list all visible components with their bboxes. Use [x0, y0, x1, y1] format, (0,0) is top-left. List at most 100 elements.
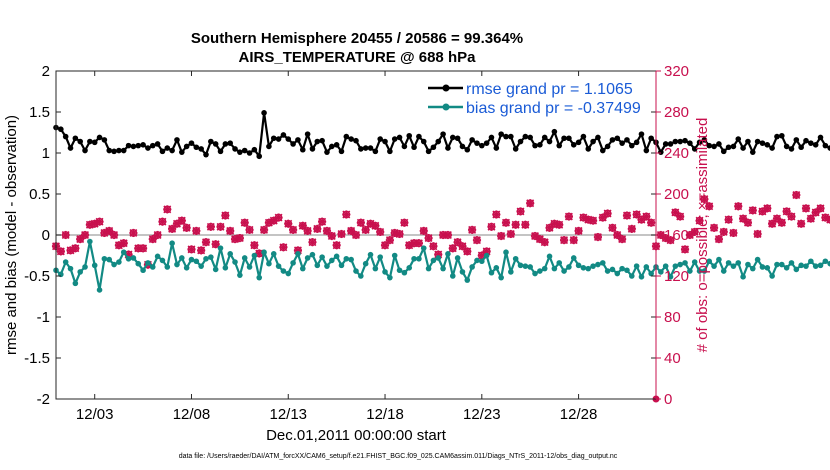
rmse-point: [595, 134, 601, 141]
bias-point: [130, 255, 137, 261]
bias-point: [449, 273, 456, 279]
bias-point: [445, 251, 451, 257]
bias-point: [546, 253, 553, 260]
bias-point: [246, 264, 253, 270]
rmse-point: [208, 138, 214, 145]
obs-assimilated-point: [463, 247, 472, 256]
obs-assimilated-point: [714, 235, 723, 244]
bias-point: [208, 254, 214, 260]
rmse-point: [290, 141, 296, 147]
bias-point: [149, 264, 156, 270]
rmse-point: [159, 148, 166, 155]
y-tick-label: 0: [42, 227, 50, 244]
bias-point: [164, 264, 171, 270]
bias-point: [270, 251, 277, 257]
bias-point: [532, 270, 538, 277]
bias-point: [682, 260, 688, 266]
rmse-point: [759, 140, 766, 146]
obs-assimilated-point: [308, 238, 317, 247]
y-tick-label: 0.5: [29, 186, 50, 203]
obs-assimilated-point: [709, 223, 719, 232]
rmse-point: [82, 147, 88, 154]
rmse-point: [338, 148, 345, 155]
bias-point: [454, 255, 461, 261]
rmse-point: [638, 131, 645, 137]
obs-assimilated-point: [758, 207, 767, 216]
rmse-point: [270, 135, 277, 142]
rmse-point: [154, 141, 161, 147]
bias-point: [372, 265, 379, 272]
rmse-point: [193, 144, 200, 151]
rmse-point: [783, 143, 790, 150]
bias-point: [285, 270, 292, 277]
chart-title: Southern Hemisphere 20455 / 20586 = 99.3…: [191, 30, 523, 47]
bias-point: [488, 269, 495, 276]
bias-point: [493, 265, 500, 271]
obs-assimilated-point: [139, 244, 148, 253]
obs-assimilated-point: [680, 245, 690, 254]
obs-assimilated-point: [676, 212, 685, 221]
rmse-point: [774, 133, 780, 140]
bias-point: [193, 258, 200, 265]
obs-assimilated-point: [221, 211, 230, 220]
rmse-point: [91, 139, 98, 146]
obs-assimilated-point: [506, 229, 515, 239]
bias-point: [508, 269, 514, 275]
bias-point: [154, 253, 161, 260]
bias-point: [783, 265, 790, 271]
rmse-point: [827, 145, 830, 151]
bias-point: [754, 256, 761, 263]
obs-assimilated-point: [56, 247, 65, 256]
obs-assimilated-point: [627, 224, 636, 233]
obs-assimilated-point: [158, 217, 167, 226]
rmse-point: [682, 137, 688, 144]
y-tick-label: -1: [37, 309, 50, 326]
rmse-point: [169, 147, 175, 154]
rmse-point: [808, 140, 814, 146]
y2-tick-label: 0: [664, 391, 672, 408]
bias-point: [638, 274, 645, 280]
bias-point: [745, 261, 751, 268]
bias-point: [382, 269, 388, 275]
bias-point: [435, 255, 442, 261]
bias-point: [599, 260, 606, 266]
obs-assimilated-point: [405, 241, 414, 250]
rmse-point: [149, 142, 156, 149]
bias-point: [212, 266, 219, 273]
bias-point: [793, 266, 800, 273]
rmse-point: [120, 147, 127, 154]
bias-point: [774, 261, 780, 268]
bias-point: [169, 240, 175, 246]
rmse-point: [629, 142, 635, 149]
rmse-point: [87, 138, 93, 145]
rmse-point: [58, 126, 64, 133]
rmse-point: [488, 134, 495, 141]
rmse-point: [382, 138, 388, 145]
bias-point: [120, 249, 127, 256]
obs-assimilated-point: [245, 225, 254, 234]
bias-point: [106, 256, 113, 263]
rmse-point: [769, 145, 775, 151]
obs-assimilated-point: [226, 226, 235, 235]
obs-assimilated-point: [197, 246, 206, 255]
bias-point: [251, 252, 258, 259]
obs-assimilated-point: [497, 231, 506, 241]
bias-point: [570, 255, 577, 261]
y-tick-label: 1: [42, 145, 50, 162]
obs-assimilated-point: [80, 230, 90, 240]
obs-assimilated-point: [637, 215, 646, 224]
obs-assimilated-point: [211, 240, 220, 249]
bias-point: [735, 260, 742, 266]
obs-assimilated-point: [318, 217, 327, 226]
bias-point: [96, 287, 103, 293]
obs-assimilated-point: [792, 190, 801, 200]
rmse-point: [764, 142, 771, 148]
rmse-point: [701, 137, 708, 143]
bias-point: [614, 270, 621, 277]
bias-point: [362, 260, 369, 267]
rmse-point: [561, 135, 567, 142]
rmse-point: [479, 142, 485, 149]
rmse-point: [314, 138, 321, 145]
rmse-point: [779, 132, 785, 139]
rmse-point: [329, 143, 335, 150]
